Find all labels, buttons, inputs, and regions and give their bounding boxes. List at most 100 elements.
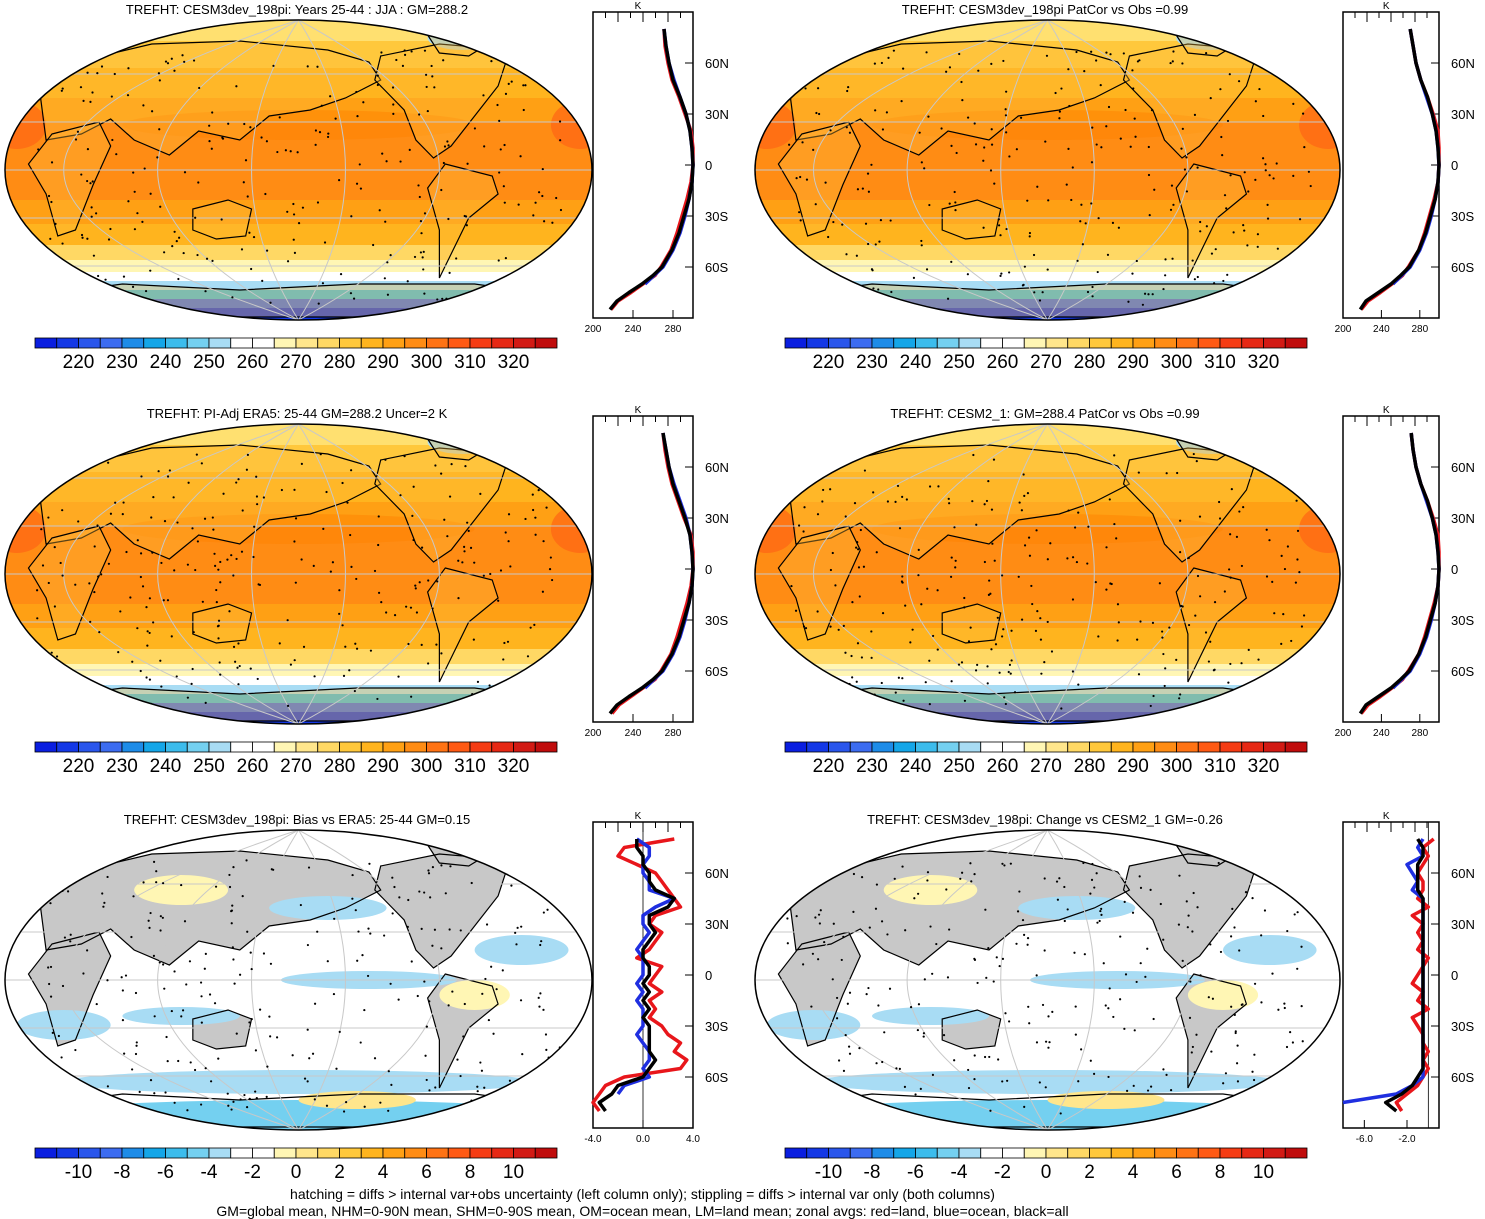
colorbar-swatch [1045, 741, 1069, 753]
footer-note-hatching: hatching = diffs > internal var+obs unce… [290, 1186, 995, 1202]
panel-title: TREFHT: PI-Adj ERA5: 25-44 GM=288.2 Unce… [147, 406, 448, 421]
map-border [4, 423, 593, 725]
panel-5: TREFHT: CESM3dev_198pi: Bias vs ERA5: 25… [4, 811, 729, 1183]
profile-lat-label: 0 [1451, 968, 1458, 983]
colorbar-swatch [34, 1147, 58, 1159]
zonal-profile: K 60N 30N 0 30S 60S 200 240 280 [1335, 405, 1475, 739]
map-border [754, 19, 1341, 321]
panel-title: TREFHT: CESM3dev_198pi: Bias vs ERA5: 25… [124, 812, 470, 827]
colorbar-swatch [78, 741, 101, 753]
profile-x-tick-label: 280 [1411, 324, 1428, 335]
colorbar-tick-label: 260 [987, 756, 1019, 777]
profile-line-land [1394, 837, 1435, 1112]
colorbar-swatch [491, 337, 514, 349]
coastline-eurasia [789, 850, 1131, 966]
colorbar-tick-label: 8 [1215, 1162, 1226, 1183]
colorbar-tick-label: 240 [900, 756, 932, 777]
panel-title: TREFHT: CESM3dev_198pi PatCor vs Obs =0.… [902, 2, 1188, 17]
colorbar-swatch [1023, 1147, 1047, 1159]
colorbar-tick-label: 6 [421, 1162, 432, 1183]
colorbar-swatch [382, 741, 406, 753]
colorbar-swatch [78, 337, 101, 349]
coastline-greenland [1175, 429, 1248, 461]
colorbar-tick-label: 320 [498, 756, 530, 777]
colorbar-tick-label: 270 [280, 756, 312, 777]
colorbar-tick-label: 310 [454, 756, 486, 777]
map-field [5, 830, 592, 1130]
colorbar-tick-label: -2 [244, 1162, 261, 1183]
colorbar-swatch [936, 337, 960, 349]
colorbar-swatch [404, 741, 427, 753]
colorbar-tick-label: 290 [367, 352, 399, 373]
map-field [5, 20, 592, 320]
colorbar-swatch [534, 741, 558, 753]
colorbar-swatch [980, 1147, 1003, 1159]
colorbar-tick-label: 240 [150, 756, 182, 777]
map-field [755, 830, 1340, 1130]
profile-lat-label: 0 [705, 562, 712, 577]
colorbar-swatch [1219, 1147, 1243, 1159]
colorbar-swatch [1002, 1147, 1025, 1159]
profile-line-all [1383, 838, 1425, 1113]
colorbar-swatch [99, 741, 123, 753]
colorbar-swatch [186, 337, 210, 349]
colorbar-tick-label: -10 [815, 1162, 842, 1183]
colorbar-swatch [1132, 741, 1156, 753]
colorbar-swatch [1023, 337, 1047, 349]
colorbar-swatch [513, 741, 536, 753]
colorbar-tick-label: 2 [1084, 1162, 1095, 1183]
colorbar-swatch [1110, 1147, 1134, 1159]
colorbar-swatch [1132, 337, 1156, 349]
colorbar-swatch [1154, 337, 1177, 349]
profile-units-label: K [635, 1, 642, 12]
colorbar-tick-label: 270 [1030, 756, 1062, 777]
colorbar-tick-label: -8 [864, 1162, 881, 1183]
colorbar-absolute: 220 230 240 250 260 270 280 290 300 310 320 [784, 337, 1308, 373]
coastline-australia [941, 199, 1002, 240]
colorbar-swatch [121, 337, 145, 349]
colorbar-tick-label: -10 [65, 1162, 92, 1183]
colorbar-swatch [252, 1147, 275, 1159]
coastline-africa [27, 121, 112, 237]
coastline-australia [941, 603, 1002, 644]
profile-frame [1342, 415, 1440, 723]
colorbar-swatch [252, 741, 275, 753]
colorbar-swatch [99, 337, 123, 349]
colorbar-tick-label: 230 [106, 756, 138, 777]
colorbar-swatch [936, 1147, 960, 1159]
map-border [4, 19, 593, 321]
colorbar-swatch [186, 741, 210, 753]
map-border [754, 423, 1341, 725]
profile-lat-label: 30N [705, 511, 729, 526]
colorbar-tick-label: 250 [943, 352, 975, 373]
colorbar-tick-label: 280 [324, 756, 356, 777]
colorbar-swatch [404, 1147, 427, 1159]
coastline-south-america [426, 973, 499, 1089]
colorbar-swatch [1002, 337, 1025, 349]
profile-lat-label: 0 [705, 968, 712, 983]
colorbar-swatch [871, 337, 895, 349]
colorbar-tick-label: 240 [150, 352, 182, 373]
colorbar-swatch [806, 337, 829, 349]
colorbar-swatch [915, 337, 938, 349]
map-field [5, 424, 592, 724]
colorbar-swatch [295, 1147, 319, 1159]
coastline-antarctica [34, 687, 563, 722]
profile-line-all [608, 28, 695, 311]
profile-lat-label: 30S [705, 209, 728, 224]
colorbar-swatch [1241, 1147, 1264, 1159]
colorbar-swatch [1241, 337, 1264, 349]
profile-x-tick-label: 240 [625, 728, 642, 739]
map-field [755, 424, 1340, 724]
profile-lat-label: 60N [705, 460, 729, 475]
profile-line-all [1358, 28, 1441, 311]
colorbar-tick-label: 8 [465, 1162, 476, 1183]
colorbar-swatch [165, 337, 188, 349]
colorbar-tick-label: 4 [378, 1162, 389, 1183]
coastline-south-america [1175, 163, 1248, 279]
colorbar-tick-label: 10 [503, 1162, 524, 1183]
colorbar-swatch [1045, 337, 1069, 349]
colorbar-swatch [828, 741, 851, 753]
profile-x-tick-label: 280 [665, 728, 682, 739]
colorbar-swatch [513, 337, 536, 349]
